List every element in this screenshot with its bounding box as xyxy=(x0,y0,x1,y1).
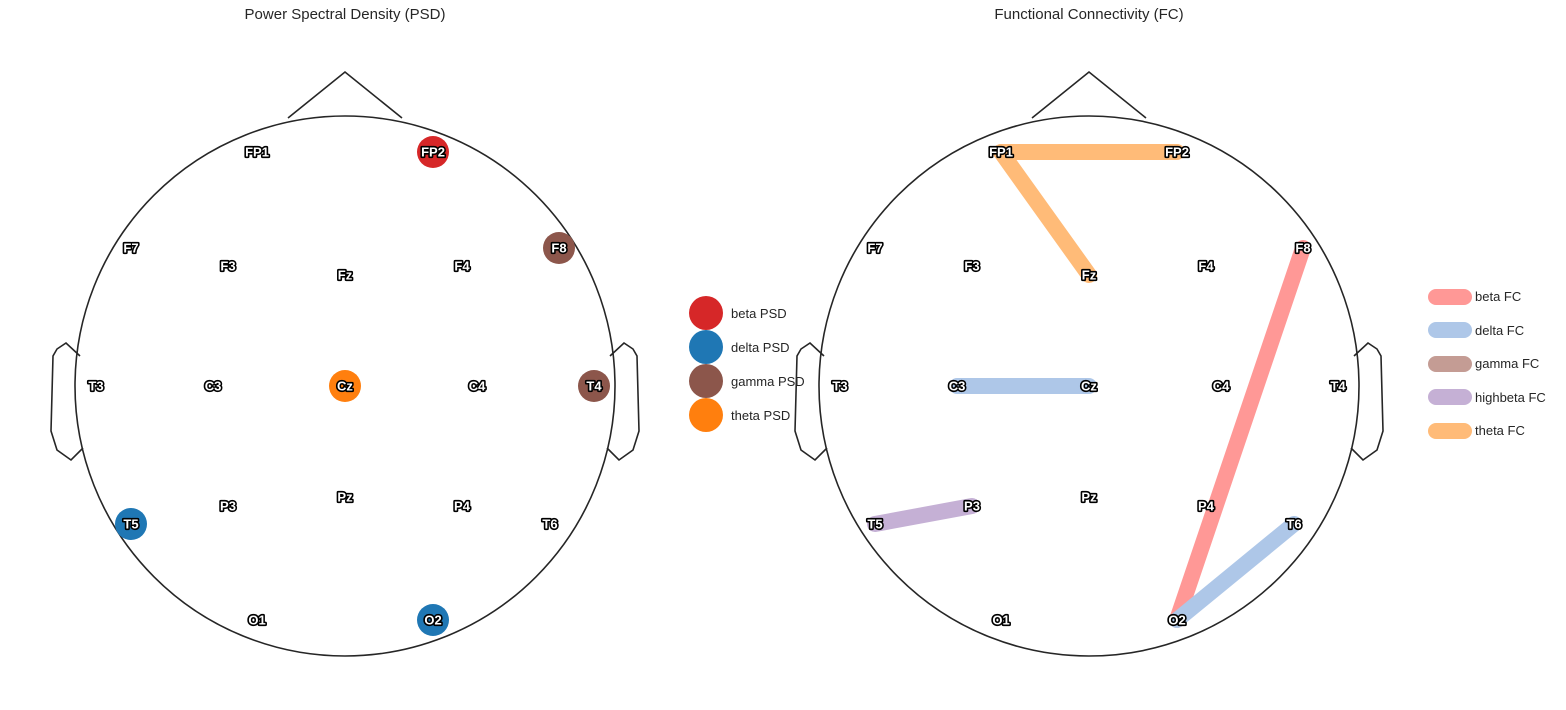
fc-electrode-p3: P3 xyxy=(964,499,980,514)
fc-electrode-t5: T5 xyxy=(867,517,882,532)
fc-electrode-f4: F4 xyxy=(1198,259,1214,274)
legend-line-icon xyxy=(1428,288,1472,305)
fc-legend-item: theta FC xyxy=(1428,414,1546,448)
legend-label: highbeta FC xyxy=(1475,389,1546,405)
psd-electrode-o2: O2 xyxy=(424,613,441,628)
fc-electrode-f8: F8 xyxy=(1295,241,1310,256)
psd-electrode-f7: F7 xyxy=(123,241,138,256)
left-ear-outline xyxy=(794,341,828,462)
fc-electrode-fp1: FP1 xyxy=(989,145,1013,160)
nose-outline xyxy=(1031,70,1147,119)
psd-electrode-t4: T4 xyxy=(586,379,602,394)
nose-outline xyxy=(287,70,403,119)
psd-marker-f8 xyxy=(543,232,575,264)
fc-electrode-t4: T4 xyxy=(1330,379,1346,394)
psd-electrode-f4: F4 xyxy=(454,259,470,274)
psd-electrode-t6: T6 xyxy=(542,517,557,532)
fc-electrode-t6: T6 xyxy=(1286,517,1301,532)
psd-legend: beta PSD delta PSD gamma PSD theta PSD xyxy=(689,296,805,432)
fc-connection-o2-t6 xyxy=(1169,516,1302,628)
psd-electrode-pz: Pz xyxy=(337,490,353,505)
legend-line-icon xyxy=(1428,322,1472,339)
legend-line-icon xyxy=(1428,389,1472,406)
psd-marker-o2 xyxy=(417,604,449,636)
legend-label: beta FC xyxy=(1475,289,1522,305)
left-ear-outline xyxy=(50,341,84,462)
fc-electrode-f3: F3 xyxy=(964,259,979,274)
legend-label: gamma FC xyxy=(1475,356,1540,372)
fc-connection-o2-f8 xyxy=(1169,240,1311,628)
fc-connection-t5-p3 xyxy=(867,498,980,532)
psd-electrode-t3: T3 xyxy=(88,379,103,394)
head-outline xyxy=(74,115,616,657)
psd-electrode-p4: P4 xyxy=(454,499,471,514)
fc-electrode-t3: T3 xyxy=(832,379,847,394)
psd-electrode-f8: F8 xyxy=(551,241,566,256)
psd-electrode-t5: T5 xyxy=(123,517,138,532)
fc-panel-title: Functional Connectivity (FC) xyxy=(994,6,1184,23)
psd-electrode-fz: Fz xyxy=(338,268,353,283)
psd-electrode-cz: Cz xyxy=(337,379,353,394)
fc-electrode-cz: Cz xyxy=(1081,379,1097,394)
psd-electrode-p3: P3 xyxy=(220,499,236,514)
fc-connection-fp1-fz xyxy=(993,144,1097,283)
fc-legend-item: highbeta FC xyxy=(1428,381,1546,415)
right-ear-outline xyxy=(606,341,640,462)
fc-legend-item: gamma FC xyxy=(1428,347,1546,381)
psd-legend-item: gamma PSD xyxy=(689,364,805,398)
psd-electrode-f3: F3 xyxy=(220,259,235,274)
psd-legend-item: delta PSD xyxy=(689,330,805,364)
psd-marker-fp2 xyxy=(417,136,449,168)
legend-label: beta PSD xyxy=(731,305,787,321)
psd-marker-cz xyxy=(329,370,361,402)
psd-electrode-c4: C4 xyxy=(469,379,486,394)
psd-panel-title: Power Spectral Density (PSD) xyxy=(244,6,446,23)
fc-electrode-fp2: FP2 xyxy=(1165,145,1189,160)
legend-label: theta PSD xyxy=(731,407,791,423)
psd-head-plot: FP1 FP2 F7 F3 Fz F4 F8 T3 C3 Cz C4 T4 T5 P3 Pz P4 T6 O1 O2 xyxy=(50,70,640,657)
fc-electrode-f7: F7 xyxy=(867,241,882,256)
fc-electrode-c4: C4 xyxy=(1213,379,1230,394)
psd-marker-t4 xyxy=(578,370,610,402)
fc-electrode-p4: P4 xyxy=(1198,499,1215,514)
head-outline xyxy=(818,115,1360,657)
fc-legend-item: delta FC xyxy=(1428,314,1546,348)
psd-legend-item: beta PSD xyxy=(689,296,805,330)
legend-line-icon xyxy=(1428,355,1472,372)
legend-label: delta FC xyxy=(1475,322,1525,338)
psd-marker-t5 xyxy=(115,508,147,540)
fc-legend-item: beta FC xyxy=(1428,280,1546,314)
fc-legend: beta FC delta FC gamma FC highbeta FC th… xyxy=(1428,280,1546,448)
legend-line-icon xyxy=(1428,422,1472,439)
legend-marker-icon xyxy=(689,364,723,398)
right-ear-outline xyxy=(1350,341,1384,462)
legend-marker-icon xyxy=(689,296,723,330)
fc-electrode-pz: Pz xyxy=(1081,490,1097,505)
legend-marker-icon xyxy=(689,398,723,432)
psd-electrode-fp1: FP1 xyxy=(245,145,269,160)
legend-label: gamma PSD xyxy=(731,373,805,389)
fc-electrode-o2: O2 xyxy=(1168,613,1185,628)
fc-electrode-fz: Fz xyxy=(1082,268,1097,283)
psd-electrode-c3: C3 xyxy=(205,379,222,394)
psd-electrode-o1: O1 xyxy=(248,613,265,628)
psd-legend-item: theta PSD xyxy=(689,398,805,432)
fc-electrode-c3: C3 xyxy=(949,379,966,394)
legend-label: theta FC xyxy=(1475,423,1525,439)
fc-head-plot: FP1 FP2 F7 F3 Fz F4 F8 T3 C3 Cz C4 T4 T5 P3 Pz P4 T6 O1 O2 xyxy=(794,70,1384,657)
legend-label: delta PSD xyxy=(731,339,790,355)
psd-electrode-fp2: FP2 xyxy=(421,145,445,160)
legend-marker-icon xyxy=(689,330,723,364)
fc-electrode-o1: O1 xyxy=(992,613,1009,628)
